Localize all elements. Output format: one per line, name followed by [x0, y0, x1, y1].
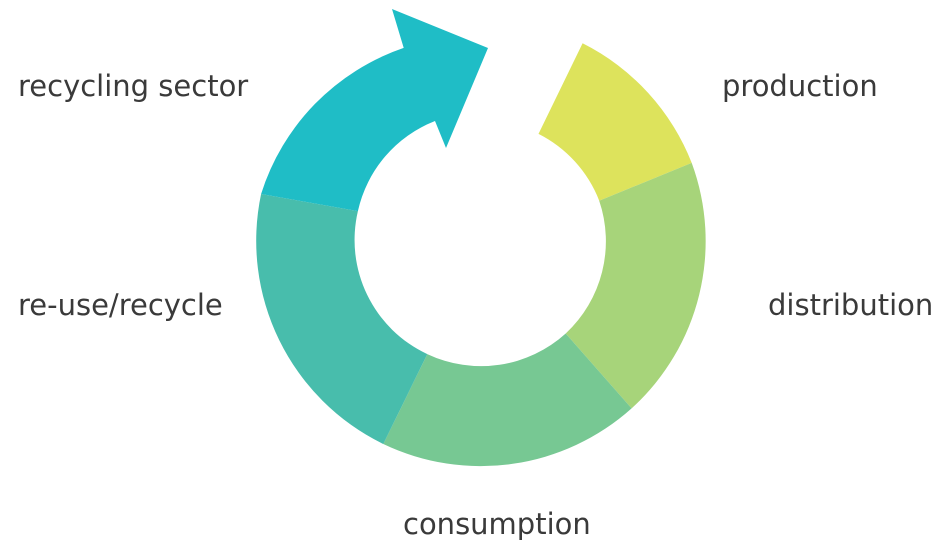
segment-production [538, 43, 692, 201]
label-consumption: consumption [403, 507, 591, 540]
segment-distribution [565, 162, 706, 409]
segment-consumption [383, 333, 632, 467]
label-distribution: distribution [768, 288, 934, 322]
label-recycling-sector: recycling sector [18, 69, 249, 103]
label-reuse-recycle: re-use/recycle [18, 288, 223, 322]
segment-recycling-sector-arrow [261, 9, 488, 212]
label-production: production [722, 69, 878, 103]
segment-reuse [256, 194, 428, 444]
